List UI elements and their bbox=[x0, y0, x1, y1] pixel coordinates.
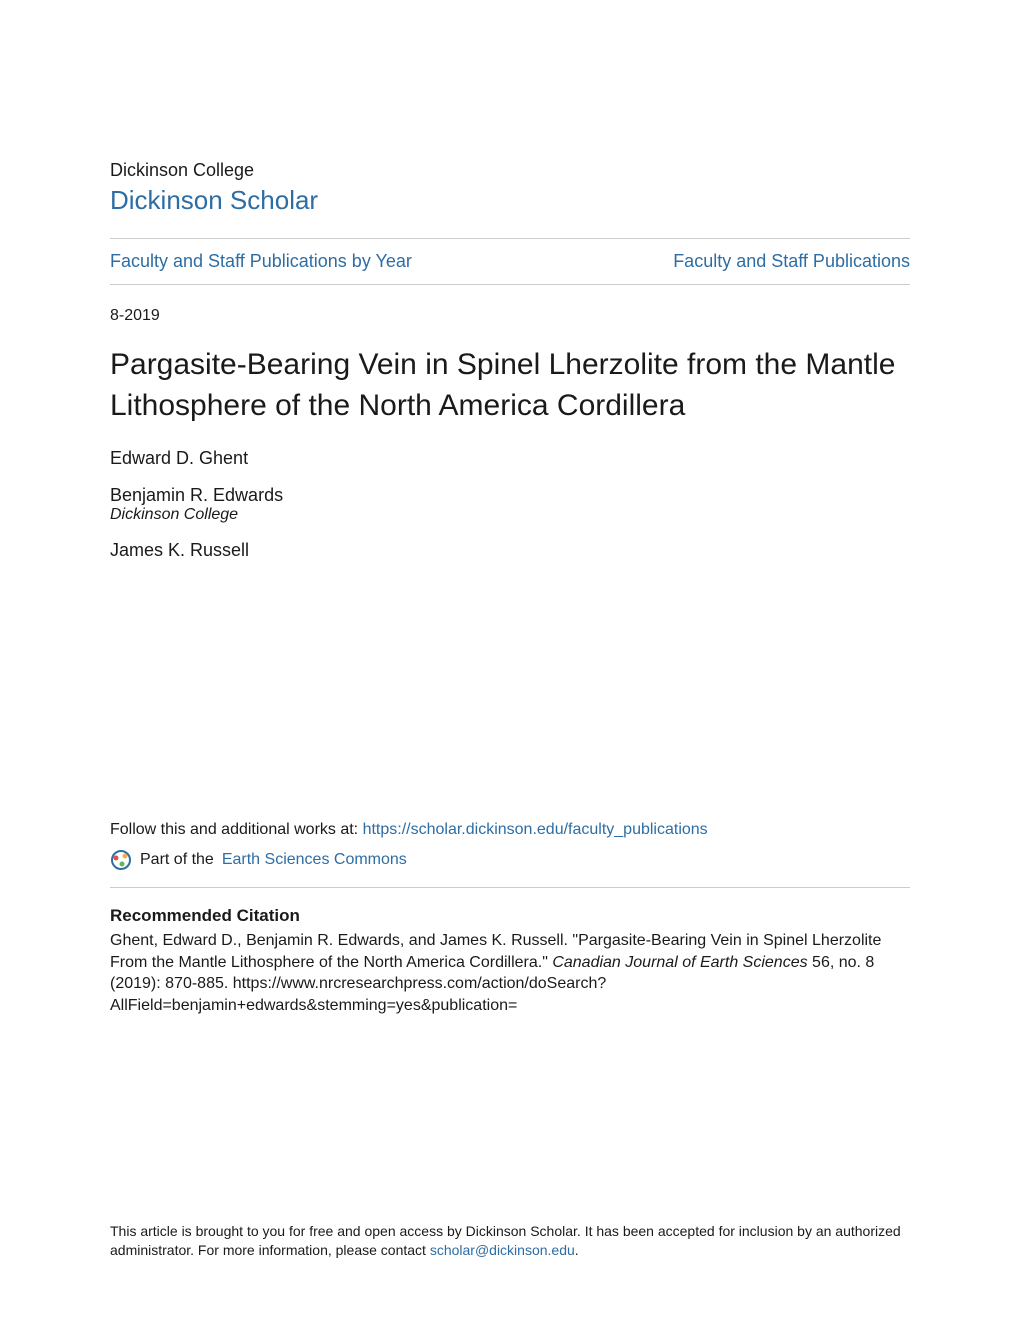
author-block: Edward D. Ghent bbox=[110, 448, 910, 469]
author-name: Benjamin R. Edwards bbox=[110, 485, 910, 506]
follow-link[interactable]: https://scholar.dickinson.edu/faculty_pu… bbox=[363, 821, 708, 838]
follow-prefix: Follow this and additional works at: bbox=[110, 821, 363, 838]
institution-name: Dickinson College bbox=[110, 160, 910, 181]
publication-date: 8-2019 bbox=[110, 307, 910, 325]
citation-body: Ghent, Edward D., Benjamin R. Edwards, a… bbox=[110, 930, 910, 1016]
author-name: James K. Russell bbox=[110, 540, 910, 561]
nav-link-right[interactable]: Faculty and Staff Publications bbox=[673, 251, 910, 272]
citation-journal: Canadian Journal of Earth Sciences bbox=[552, 954, 807, 971]
paper-title: Pargasite-Bearing Vein in Spinel Lherzol… bbox=[110, 345, 910, 426]
network-link[interactable]: Earth Sciences Commons bbox=[222, 851, 407, 869]
divider-bottom bbox=[110, 284, 910, 285]
footer-suffix: . bbox=[575, 1242, 579, 1258]
nav-link-left[interactable]: Faculty and Staff Publications by Year bbox=[110, 251, 412, 272]
network-prefix: Part of the bbox=[140, 851, 214, 869]
author-name: Edward D. Ghent bbox=[110, 448, 910, 469]
footer-note: This article is brought to you for free … bbox=[110, 1222, 910, 1260]
citation-heading: Recommended Citation bbox=[110, 906, 910, 926]
network-row: Part of the Earth Sciences Commons bbox=[110, 849, 910, 871]
footer-contact-link[interactable]: scholar@dickinson.edu bbox=[430, 1242, 575, 1258]
author-block: James K. Russell bbox=[110, 540, 910, 561]
divider-citation bbox=[110, 887, 910, 888]
author-affiliation: Dickinson College bbox=[110, 506, 910, 524]
network-icon bbox=[110, 849, 132, 871]
breadcrumb-nav: Faculty and Staff Publications by Year F… bbox=[110, 239, 910, 284]
author-block: Benjamin R. Edwards Dickinson College bbox=[110, 485, 910, 524]
follow-section: Follow this and additional works at: htt… bbox=[110, 821, 910, 839]
repository-link[interactable]: Dickinson Scholar bbox=[110, 185, 910, 216]
